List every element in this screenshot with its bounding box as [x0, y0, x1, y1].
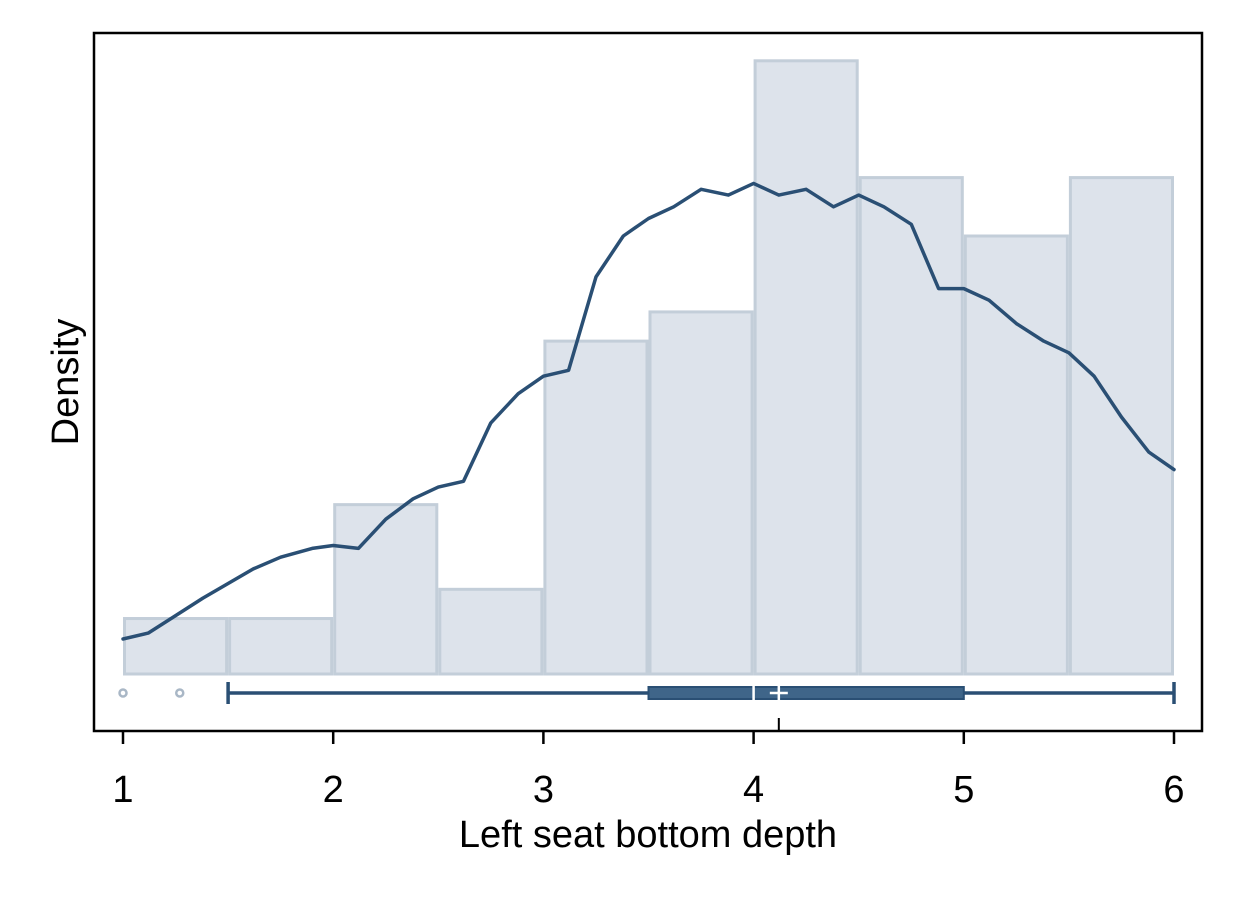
y-axis-title: Density: [45, 319, 87, 446]
histogram-bar: [123, 617, 229, 676]
histogram-bar: [858, 176, 964, 676]
histogram-bar: [438, 587, 544, 676]
histogram-bars: [123, 59, 1175, 676]
plot-frame: [92, 31, 1204, 733]
x-tick-label: 6: [1163, 769, 1184, 811]
histogram-bar: [648, 310, 754, 676]
x-axis-title: Left seat bottom depth: [459, 814, 837, 856]
histogram-bar: [1068, 176, 1175, 676]
x-tick-label: 1: [112, 769, 133, 811]
boxplot-layer: [118, 682, 1176, 704]
histogram-bar: [963, 234, 1069, 676]
boxplot-outlier: [118, 688, 128, 698]
density-curve: [121, 181, 1176, 641]
histogram-bar: [333, 503, 439, 676]
x-tick-label: 3: [533, 769, 554, 811]
histogram-bar: [543, 339, 649, 676]
histogram-bar: [228, 617, 334, 676]
histogram-bar: [753, 59, 859, 676]
boxplot-box: [647, 686, 965, 700]
density-curve-layer: [121, 181, 1176, 641]
x-axis-ticks: 1 2 3 4 5 6: [112, 718, 1185, 811]
boxplot-outlier: [175, 688, 185, 698]
x-tick-label: 5: [953, 769, 974, 811]
x-tick-label: 2: [323, 769, 344, 811]
x-tick-label: 4: [743, 769, 764, 811]
